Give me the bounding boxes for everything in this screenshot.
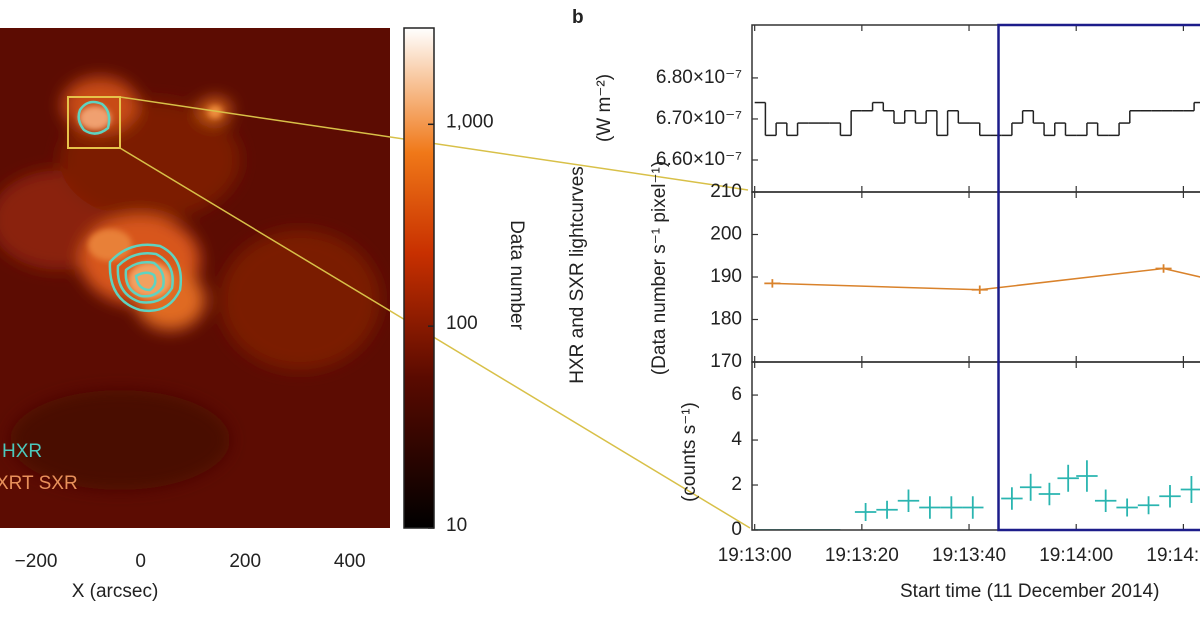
- colorbar-tick-label: 1,000: [446, 111, 494, 132]
- y-tick-label: 170: [710, 351, 742, 372]
- x-tick-label: 19:14:00: [1039, 545, 1113, 566]
- x-tick-label: 200: [229, 551, 261, 572]
- hxr-contours: [77, 100, 183, 313]
- panel-frame: [751, 191, 1200, 363]
- panel-y-label: (counts s⁻¹): [679, 402, 700, 502]
- legend-label: HXR: [2, 441, 42, 462]
- x-tick-label: 19:13:00: [718, 545, 792, 566]
- y-tick-label: 210: [710, 181, 742, 202]
- highlight-window: [997, 23, 1200, 532]
- panel-y-label: (W m⁻²): [594, 74, 615, 142]
- x-axis-label: Start time (11 December 2014): [900, 581, 1159, 602]
- panel-frame: [751, 361, 1200, 531]
- y-tick-label: 180: [710, 309, 742, 330]
- solar-image: [0, 28, 390, 528]
- legend-label: XRT SXR: [0, 473, 78, 494]
- y-tick-label: 4: [731, 429, 742, 450]
- colorbar-tick-label: 10: [446, 515, 467, 536]
- x-tick-label: 400: [334, 551, 366, 572]
- x-tick-label: 19:13:20: [825, 545, 899, 566]
- y-tick-label: 6.80×10⁻⁷: [656, 67, 742, 88]
- zoom-box: [67, 96, 121, 149]
- x-tick-label: 19:14:20: [1146, 545, 1200, 566]
- colorbar: [403, 27, 435, 529]
- y-tick-label: 6.70×10⁻⁷: [656, 108, 742, 129]
- y-tick-label: 190: [710, 266, 742, 287]
- panel-y-label: (Data number s⁻¹ pixel⁻¹): [649, 161, 670, 375]
- y-axis-label: HXR and SXR lightcurves: [567, 166, 588, 384]
- y-tick-label: 6: [731, 384, 742, 405]
- x-axis-label: X (arcsec): [72, 581, 159, 602]
- x-tick-label: 0: [135, 551, 146, 572]
- plot-area: [754, 101, 1200, 530]
- colorbar-tick-label: 100: [446, 313, 478, 334]
- y-tick-label: 2: [731, 474, 742, 495]
- line: [772, 267, 1200, 291]
- y-tick-label: 0: [731, 519, 742, 540]
- y-tick-label: 6.60×10⁻⁷: [656, 149, 742, 170]
- x-tick-label: 19:13:40: [932, 545, 1006, 566]
- panel-frame: [751, 24, 1200, 193]
- y-tick-label: 200: [710, 224, 742, 245]
- x-tick-label: −200: [15, 551, 58, 572]
- colorbar-label: Data number: [506, 220, 527, 331]
- panel-label: b: [572, 7, 584, 28]
